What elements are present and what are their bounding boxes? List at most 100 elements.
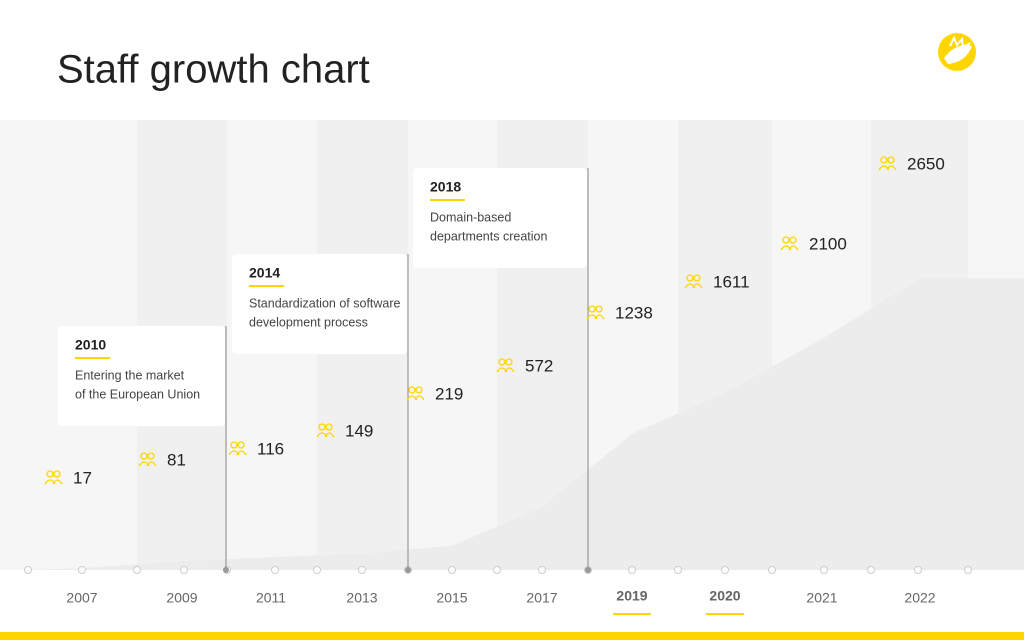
x-tick-label: 2020 — [709, 588, 740, 604]
axis-dot — [914, 566, 922, 574]
event-text: departments creation — [430, 229, 547, 243]
x-tick-label: 2017 — [526, 590, 557, 606]
axis-dot — [313, 566, 321, 574]
value: 572 — [525, 356, 553, 375]
event-underline — [75, 357, 110, 359]
icon-head — [46, 470, 54, 478]
x-tick-label: 2019 — [616, 588, 647, 604]
icon-head — [53, 470, 61, 478]
logo-leaf — [944, 45, 972, 64]
x-tick-label: 2022 — [904, 590, 935, 606]
value: 1611 — [713, 272, 750, 291]
icon-head — [686, 274, 694, 282]
event-dot — [223, 567, 229, 573]
event-text: development process — [249, 315, 368, 329]
axis-dot — [493, 566, 501, 574]
icon-head — [140, 452, 148, 460]
area — [28, 278, 1024, 570]
value-label: 81 — [138, 450, 186, 469]
value: 17 — [73, 468, 92, 487]
icon-head — [595, 305, 603, 313]
icon-head — [415, 386, 423, 394]
x-tick-label: 2009 — [166, 590, 197, 606]
icon-head — [782, 236, 790, 244]
highlight-underline — [613, 613, 651, 615]
event-box — [58, 326, 225, 426]
x-tick-label: 2015 — [436, 590, 467, 606]
event-underline — [249, 285, 284, 287]
event-year: 2010 — [75, 337, 106, 353]
axis-dot — [180, 566, 188, 574]
x-tick-label: 2021 — [806, 590, 837, 606]
axis-dot — [358, 566, 366, 574]
icon-head — [325, 423, 333, 431]
icon-head — [408, 386, 416, 394]
icon-head — [230, 441, 238, 449]
event-box — [413, 168, 587, 268]
icon-head — [693, 274, 701, 282]
icon-head — [318, 423, 326, 431]
value-label: 2650 — [878, 154, 945, 173]
event-box — [232, 254, 407, 354]
value: 2100 — [809, 234, 847, 253]
highlight-underline — [706, 613, 744, 615]
axis-dot — [78, 566, 86, 574]
x-tick-label: 2011 — [256, 590, 286, 606]
axis-dot — [538, 566, 546, 574]
icon-body — [684, 283, 703, 289]
value-label: 116 — [228, 439, 284, 458]
icon-body — [316, 432, 335, 438]
value: 116 — [257, 439, 284, 458]
axis-dot — [628, 566, 636, 574]
icon-head — [237, 441, 245, 449]
axis-dot — [448, 566, 456, 574]
value-label: 219 — [406, 384, 463, 403]
icon-body — [586, 314, 605, 320]
axis-dot — [133, 566, 141, 574]
icon-body — [138, 461, 157, 467]
event-text: of the European Union — [75, 387, 200, 401]
icon-head — [505, 358, 513, 366]
icon-body — [406, 395, 425, 401]
axis-dot — [820, 566, 828, 574]
value-label: 1611 — [684, 272, 750, 291]
event-dot — [405, 567, 411, 573]
icon-head — [880, 156, 888, 164]
x-tick-label: 2007 — [66, 590, 97, 606]
value-label: 1238 — [586, 303, 653, 322]
icon-body — [496, 367, 515, 373]
icon-body — [228, 450, 247, 456]
value-label: 149 — [316, 421, 373, 440]
axis-dot — [768, 566, 776, 574]
event-year: 2014 — [249, 265, 280, 281]
value: 81 — [167, 450, 186, 469]
event-text: Domain-based — [430, 210, 511, 224]
event-underline — [430, 199, 465, 201]
event-text: Standardization of software — [249, 296, 401, 310]
icon-body — [878, 165, 897, 171]
value-label: 572 — [496, 356, 553, 375]
icon-body — [44, 479, 63, 485]
logo-rays — [949, 35, 971, 52]
axis-dot — [271, 566, 279, 574]
chart-title: Staff growth chart — [57, 48, 370, 92]
event-text: Entering the market — [75, 368, 185, 382]
value: 149 — [345, 421, 373, 440]
icon-body — [780, 245, 799, 251]
value: 219 — [435, 384, 463, 403]
icon-head — [588, 305, 596, 313]
value: 1238 — [615, 303, 653, 322]
icon-head — [887, 156, 895, 164]
axis-dot — [867, 566, 875, 574]
axis-dot — [24, 566, 32, 574]
logo — [938, 33, 976, 71]
event-dot — [585, 567, 591, 573]
axis-dot — [964, 566, 972, 574]
axis-dot — [674, 566, 682, 574]
axis-dot — [721, 566, 729, 574]
value: 2650 — [907, 154, 945, 173]
icon-head — [147, 452, 155, 460]
icon-head — [789, 236, 797, 244]
x-tick-label: 2013 — [346, 590, 377, 606]
